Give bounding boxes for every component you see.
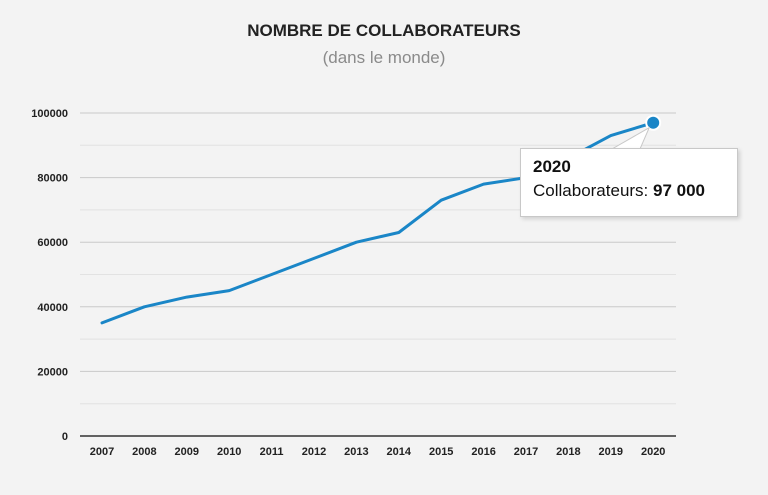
x-tick-label: 2012 [302,446,326,458]
tooltip-year: 2020 [533,157,571,176]
x-tick-label: 2015 [429,446,453,458]
chart-title: NOMBRE DE COLLABORATEURS [247,21,521,40]
y-tick-label: 0 [62,431,68,443]
tooltip-label: Collaborateurs: [533,181,654,200]
x-tick-label: 2007 [90,446,114,458]
x-tick-label: 2020 [641,446,665,458]
x-tick-label: 2014 [387,446,412,458]
y-tick-label: 80000 [37,173,68,185]
x-tick-label: 2010 [217,446,241,458]
y-tick-label: 100000 [31,108,68,120]
tooltip-value: 97 000 [653,181,706,200]
x-tick-label: 2019 [599,446,623,458]
x-tick-label: 2013 [344,446,368,458]
x-tick-label: 2011 [260,446,284,458]
y-tick-label: 20000 [37,366,68,378]
y-tick-label: 40000 [37,302,68,314]
data-tooltip: 2020 Collaborateurs: 97 000 [520,148,738,217]
x-tick-label: 2008 [132,446,156,458]
x-tick-label: 2009 [175,446,199,458]
x-tick-label: 2017 [514,446,538,458]
data-point-highlight [645,114,662,131]
data-points-layer [610,114,662,150]
x-tick-label: 2018 [556,446,580,458]
x-tick-label: 2016 [471,446,495,458]
tooltip-line: Collaborateurs: 97 000 [533,181,725,201]
chart-subtitle: (dans le monde) [322,48,446,67]
x-axis-ticks: 2007 2008 2009 2010 2011 2012 2013 2014 2015 2016… [90,446,666,458]
y-axis-ticks: 0 20000 40000 60000 80000 100000 [31,108,68,443]
y-tick-label: 60000 [37,237,68,249]
